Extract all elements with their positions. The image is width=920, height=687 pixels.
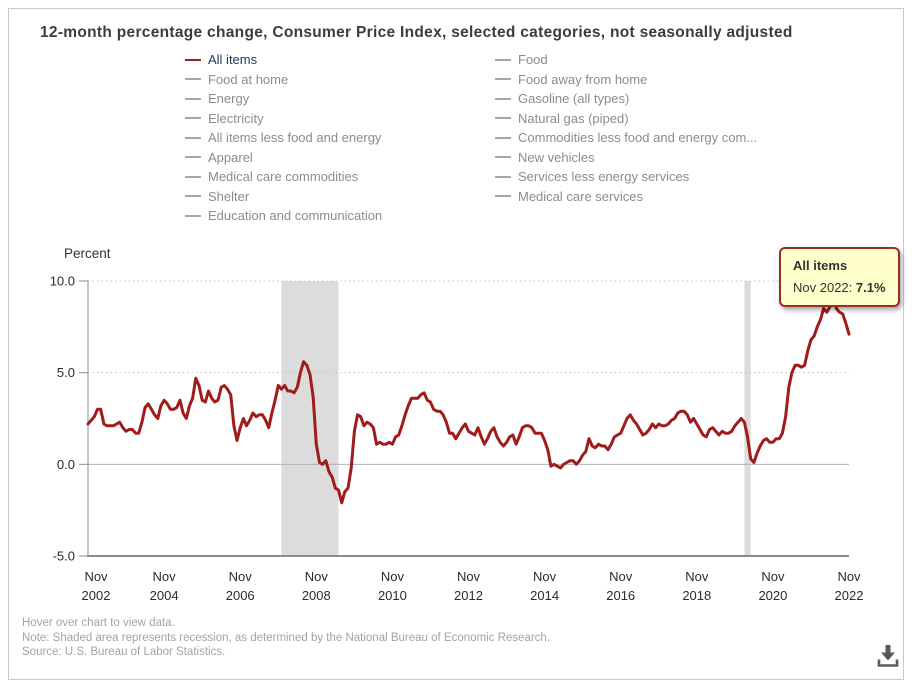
legend-swatch xyxy=(495,117,511,120)
legend-label: Food at home xyxy=(208,71,289,87)
x-tick-label: Nov xyxy=(837,569,861,584)
x-tick-label: Nov xyxy=(609,569,633,584)
legend-item-education-and-communication[interactable]: Education and communication xyxy=(185,206,382,226)
legend-swatch xyxy=(185,156,201,159)
x-tick-label: Nov xyxy=(84,569,108,584)
legend-swatch xyxy=(185,97,201,100)
legend-swatch xyxy=(185,58,201,61)
x-tick-label: 2022 xyxy=(835,588,864,603)
x-tick-label: 2004 xyxy=(150,588,179,603)
legend-label: New vehicles xyxy=(518,149,595,165)
recession-band xyxy=(281,281,339,556)
legend-label: Gasoline (all types) xyxy=(518,91,630,107)
legend-swatch xyxy=(185,214,201,217)
legend-label: Shelter xyxy=(208,188,250,204)
legend-item-medical-care-commodities[interactable]: Medical care commodities xyxy=(185,167,382,187)
x-tick-label: Nov xyxy=(153,569,177,584)
tooltip-series-name: All items xyxy=(793,258,848,273)
legend-item-services-less-energy-services[interactable]: Services less energy services xyxy=(495,167,757,187)
legend-item-all-items[interactable]: All items xyxy=(185,50,382,70)
legend-swatch xyxy=(185,175,201,178)
tooltip-value: 7.1% xyxy=(855,280,886,295)
legend-label: Services less energy services xyxy=(518,169,690,185)
legend-swatch xyxy=(495,78,511,81)
legend-label: Food xyxy=(518,52,548,68)
legend-swatch xyxy=(495,195,511,198)
legend-item-food[interactable]: Food xyxy=(495,50,757,70)
legend-item-medical-care-services[interactable]: Medical care services xyxy=(495,187,757,207)
legend-item-commodities-less-food-and-energy-com[interactable]: Commodities less food and energy com... xyxy=(495,128,757,148)
legend-item-natural-gas-piped[interactable]: Natural gas (piped) xyxy=(495,109,757,129)
legend-swatch xyxy=(495,58,511,61)
footer-source: Source: U.S. Bureau of Labor Statistics. xyxy=(22,646,226,658)
x-tick-label: Nov xyxy=(685,569,709,584)
chart-title: 12-month percentage change, Consumer Pri… xyxy=(40,24,793,41)
legend-item-new-vehicles[interactable]: New vehicles xyxy=(495,148,757,168)
legend-item-apparel[interactable]: Apparel xyxy=(185,148,382,168)
x-tick-label: 2010 xyxy=(378,588,407,603)
legend-column-right: Food Food away from home Gasoline (all typ… xyxy=(495,50,757,206)
y-tick-label: 5.0 xyxy=(57,365,75,380)
legend-label: Natural gas (piped) xyxy=(518,110,629,126)
x-tick-label: 2014 xyxy=(530,588,559,603)
recession-band xyxy=(744,281,751,556)
legend-item-electricity[interactable]: Electricity xyxy=(185,109,382,129)
chart-footer: Hover over chart to view data. Note: Sha… xyxy=(22,616,550,660)
legend-label: Medical care commodities xyxy=(208,169,359,185)
legend-label: Energy xyxy=(208,91,250,107)
x-tick-label: 2012 xyxy=(454,588,483,603)
legend-item-food-at-home[interactable]: Food at home xyxy=(185,70,382,90)
footer-note: Note: Shaded area represents recession, … xyxy=(22,631,551,644)
chart-widget-frame xyxy=(8,8,904,680)
legend-item-food-away-from-home[interactable]: Food away from home xyxy=(495,70,757,90)
legend-item-energy[interactable]: Energy xyxy=(185,89,382,109)
legend-label: Food away from home xyxy=(518,71,648,87)
y-tick-label: -5.0 xyxy=(53,549,75,564)
legend-swatch xyxy=(495,97,511,100)
y-axis-title: Percent xyxy=(64,246,111,261)
legend-swatch xyxy=(495,175,511,178)
legend-swatch xyxy=(185,195,201,198)
all-items-line[interactable] xyxy=(86,296,851,505)
legend-label: Education and communication xyxy=(208,208,383,224)
footer-hover-hint: Hover over chart to view data. xyxy=(22,617,175,629)
legend-label: All items xyxy=(208,52,258,68)
legend-label: Commodities less food and energy com... xyxy=(518,130,758,146)
download-button[interactable] xyxy=(869,640,907,674)
x-tick-label: Nov xyxy=(381,569,405,584)
x-tick-label: 2008 xyxy=(302,588,331,603)
legend-item-shelter[interactable]: Shelter xyxy=(185,187,382,207)
legend-label: All items less food and energy xyxy=(208,130,382,146)
x-tick-label: 2006 xyxy=(226,588,255,603)
download-icon xyxy=(877,645,899,667)
legend-swatch xyxy=(495,136,511,139)
legend-swatch xyxy=(495,156,511,159)
x-tick-label: Nov xyxy=(761,569,785,584)
legend-swatch xyxy=(185,78,201,81)
legend-label: Electricity xyxy=(208,110,264,126)
y-tick-label: 0.0 xyxy=(57,457,75,472)
x-tick-label: Nov xyxy=(305,569,329,584)
x-tick-label: Nov xyxy=(229,569,253,584)
x-tick-label: 2002 xyxy=(82,588,111,603)
legend-label: Medical care services xyxy=(518,188,643,204)
legend-column-left: All items Food at home Energy Electricity Al… xyxy=(185,50,382,226)
legend-item-gasoline-all-types[interactable]: Gasoline (all types) xyxy=(495,89,757,109)
legend-label: Apparel xyxy=(208,149,253,165)
tooltip-value-line: Nov 2022: 7.1% xyxy=(793,280,886,295)
legend-item-all-items-less-food-and-energy[interactable]: All items less food and energy xyxy=(185,128,382,148)
legend-swatch xyxy=(185,117,201,120)
x-tick-label: Nov xyxy=(533,569,557,584)
y-tick-label: 10.0 xyxy=(50,274,75,289)
hover-tooltip: All items Nov 2022: 7.1% xyxy=(779,247,900,307)
x-tick-label: 2018 xyxy=(682,588,711,603)
x-tick-label: 2020 xyxy=(758,588,787,603)
legend-swatch xyxy=(185,136,201,139)
tooltip-date: Nov 2022: xyxy=(793,280,856,295)
x-tick-label: 2016 xyxy=(606,588,635,603)
x-tick-label: Nov xyxy=(457,569,481,584)
